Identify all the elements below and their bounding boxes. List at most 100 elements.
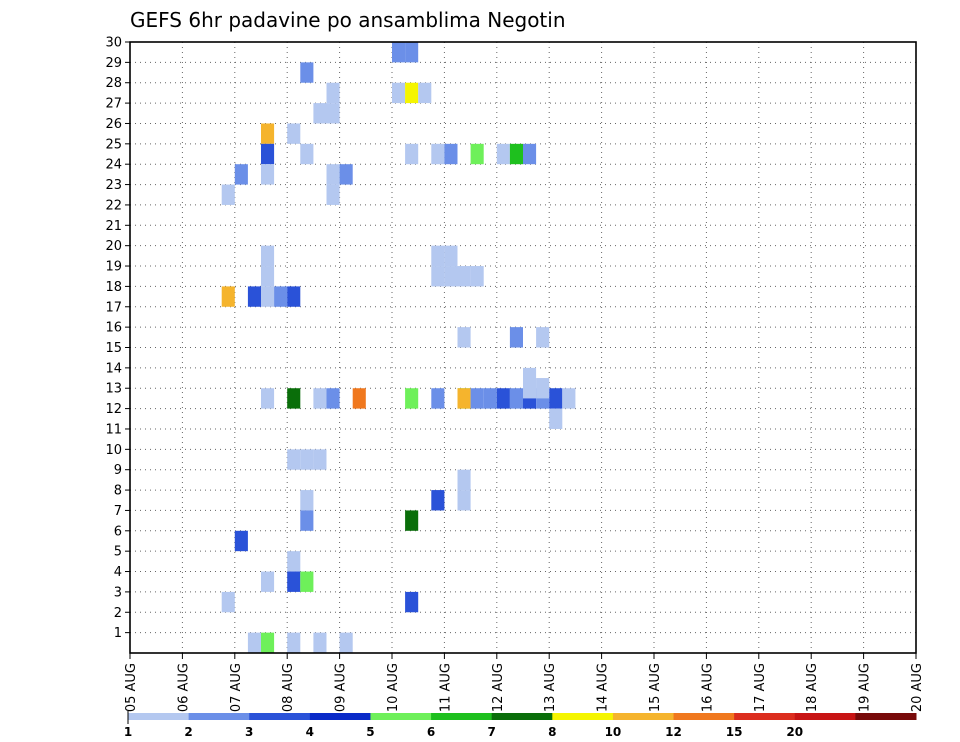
precip-cell <box>536 378 550 399</box>
precip-cell <box>287 286 301 307</box>
legend-swatch <box>431 713 493 720</box>
y-tick-label: 24 <box>105 158 122 173</box>
y-tick-label: 20 <box>105 239 122 254</box>
y-tick-label: 4 <box>114 565 122 580</box>
x-tick-label: 12 AUG <box>491 663 506 712</box>
y-tick-label: 10 <box>105 443 122 458</box>
y-tick-label: 19 <box>105 260 122 275</box>
precip-cell <box>339 164 353 185</box>
y-tick-label: 25 <box>105 137 122 152</box>
x-axis-ticks: 05 AUG 06 AUG 07 AUG 08 AUG 09 AUG 10 AUG 11 A… <box>124 653 925 712</box>
precip-cell <box>509 327 523 348</box>
y-tick-label: 11 <box>105 422 122 437</box>
precip-cell <box>287 123 301 144</box>
precip-cell <box>287 449 301 470</box>
legend-label: 7 <box>488 725 496 739</box>
precip-cell <box>287 632 301 653</box>
legend-label: 4 <box>306 725 314 739</box>
legend-swatch <box>855 713 917 720</box>
x-tick-label: 19 AUG <box>858 663 873 712</box>
legend-label: 10 <box>605 725 622 739</box>
precip-cell <box>287 388 301 409</box>
x-tick-label: 17 AUG <box>753 663 768 712</box>
legend-swatch <box>734 713 796 720</box>
y-tick-label: 5 <box>114 545 122 560</box>
legend-label: 3 <box>245 725 253 739</box>
y-tick-label: 7 <box>114 504 122 519</box>
precip-cell <box>313 449 327 470</box>
precip-cell <box>444 266 458 287</box>
precip-cell <box>261 286 275 307</box>
precip-cell <box>549 408 563 429</box>
precip-cell <box>313 388 327 409</box>
y-tick-label: 12 <box>105 402 122 417</box>
precip-cell <box>457 490 471 511</box>
y-tick-label: 17 <box>105 300 122 315</box>
x-tick-label: 08 AUG <box>281 663 296 712</box>
precip-cell <box>326 164 340 185</box>
legend-swatch <box>249 713 311 720</box>
precip-cell <box>470 143 484 165</box>
x-tick-label: 15 AUG <box>648 663 663 712</box>
x-tick-label: 10 AUG <box>386 663 401 712</box>
precip-cell <box>287 551 301 572</box>
precip-cell <box>247 632 261 653</box>
y-tick-label: 8 <box>114 484 122 499</box>
legend-label: 15 <box>726 725 743 739</box>
data-cells <box>221 42 576 653</box>
precip-cell <box>496 143 510 165</box>
y-tick-label: 13 <box>105 382 122 397</box>
precip-cell <box>470 388 484 409</box>
legend-label: 8 <box>548 725 556 739</box>
precip-cell <box>431 245 445 267</box>
precip-cell <box>326 103 340 124</box>
legend-label: 12 <box>665 725 682 739</box>
x-tick-label: 06 AUG <box>176 663 191 712</box>
legend-swatch <box>552 713 614 720</box>
y-axis-ticks: 1234567891011121314151617181920212223242… <box>105 36 130 641</box>
y-tick-label: 1 <box>114 626 122 641</box>
x-tick-label: 13 AUG <box>543 663 558 712</box>
precip-cell <box>234 530 248 552</box>
legend-label: 2 <box>184 725 192 739</box>
precip-cell <box>457 469 471 491</box>
precip-cell <box>261 123 275 144</box>
x-tick-label: 05 AUG <box>124 663 139 712</box>
precip-cell <box>392 82 406 104</box>
y-tick-label: 18 <box>105 280 122 295</box>
x-tick-label: 07 AUG <box>229 663 244 712</box>
precip-cell <box>405 82 419 104</box>
y-tick-label: 23 <box>105 178 122 193</box>
precip-cell <box>300 449 314 470</box>
chart-title: GEFS 6hr padavine po ansamblima Negotin <box>130 8 566 32</box>
y-tick-label: 16 <box>105 321 122 336</box>
precip-cell <box>392 42 406 63</box>
color-legend: 1 2 3 4 5 6 7 8 10 12 15 20 <box>124 711 917 739</box>
legend-swatch <box>612 713 675 720</box>
grid-lines <box>130 42 917 653</box>
legend-swatch <box>491 713 553 720</box>
legend-swatch <box>188 713 250 720</box>
precip-cell <box>313 632 327 653</box>
precip-cell <box>536 327 550 348</box>
precip-cell <box>326 82 340 104</box>
legend-swatch <box>794 713 856 720</box>
precip-cell <box>470 266 484 287</box>
y-tick-label: 14 <box>105 361 122 376</box>
precip-cell <box>431 143 445 165</box>
x-tick-label: 20 AUG <box>910 663 925 712</box>
y-tick-label: 22 <box>105 198 122 213</box>
legend-label: 20 <box>786 725 803 739</box>
y-tick-label: 27 <box>105 97 122 112</box>
y-tick-label: 6 <box>114 524 122 539</box>
legend-swatch <box>370 713 432 720</box>
legend-label: 1 <box>124 725 132 739</box>
legend-swatch <box>673 713 735 720</box>
precip-cell <box>562 388 576 409</box>
precip-cell <box>549 388 563 409</box>
y-tick-label: 30 <box>105 36 122 51</box>
y-tick-label: 28 <box>105 76 122 91</box>
x-tick-label: 11 AUG <box>438 663 453 712</box>
precip-cell <box>326 388 340 409</box>
x-tick-label: 18 AUG <box>805 663 820 712</box>
